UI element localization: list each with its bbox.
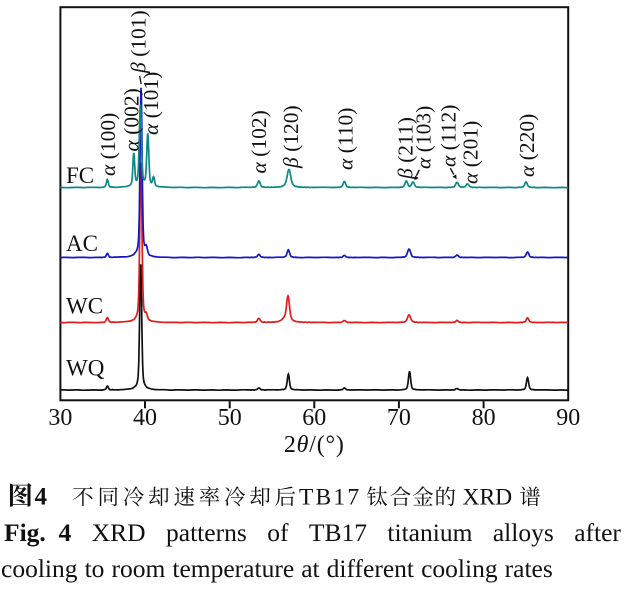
svg-text:30: 30 <box>48 405 72 431</box>
svg-text:α (112): α (112) <box>437 105 461 167</box>
svg-text:WC: WC <box>66 294 103 319</box>
svg-text:WQ: WQ <box>66 356 105 381</box>
svg-text:TB17: TB17 <box>299 485 361 511</box>
svg-text:90: 90 <box>556 405 580 431</box>
svg-text:40: 40 <box>133 405 157 431</box>
svg-text:α (220): α (220) <box>515 114 539 177</box>
svg-text:2θ/(°): 2θ/(°) <box>284 432 345 458</box>
svg-text:β (101): β (101) <box>127 10 151 74</box>
svg-text:α (110): α (110) <box>334 108 358 170</box>
svg-text:60: 60 <box>302 405 326 431</box>
svg-text:AC: AC <box>66 231 98 256</box>
svg-text:β (120): β (120) <box>279 105 303 169</box>
svg-text:α (002): α (002) <box>120 88 144 151</box>
svg-text:4: 4 <box>35 484 48 511</box>
svg-text:α (103): α (103) <box>412 106 436 169</box>
svg-text:α (102): α (102) <box>247 110 271 173</box>
svg-text:α (201): α (201) <box>459 121 483 184</box>
svg-text:FC: FC <box>66 163 94 188</box>
svg-text:XRD: XRD <box>463 485 513 511</box>
svg-text:80: 80 <box>472 405 496 431</box>
svg-text:α (101): α (101) <box>139 72 163 135</box>
svg-text:50: 50 <box>218 405 242 431</box>
svg-text:70: 70 <box>387 405 411 431</box>
svg-text:α (100): α (100) <box>96 113 120 176</box>
svg-text:β (211): β (211) <box>394 117 418 180</box>
